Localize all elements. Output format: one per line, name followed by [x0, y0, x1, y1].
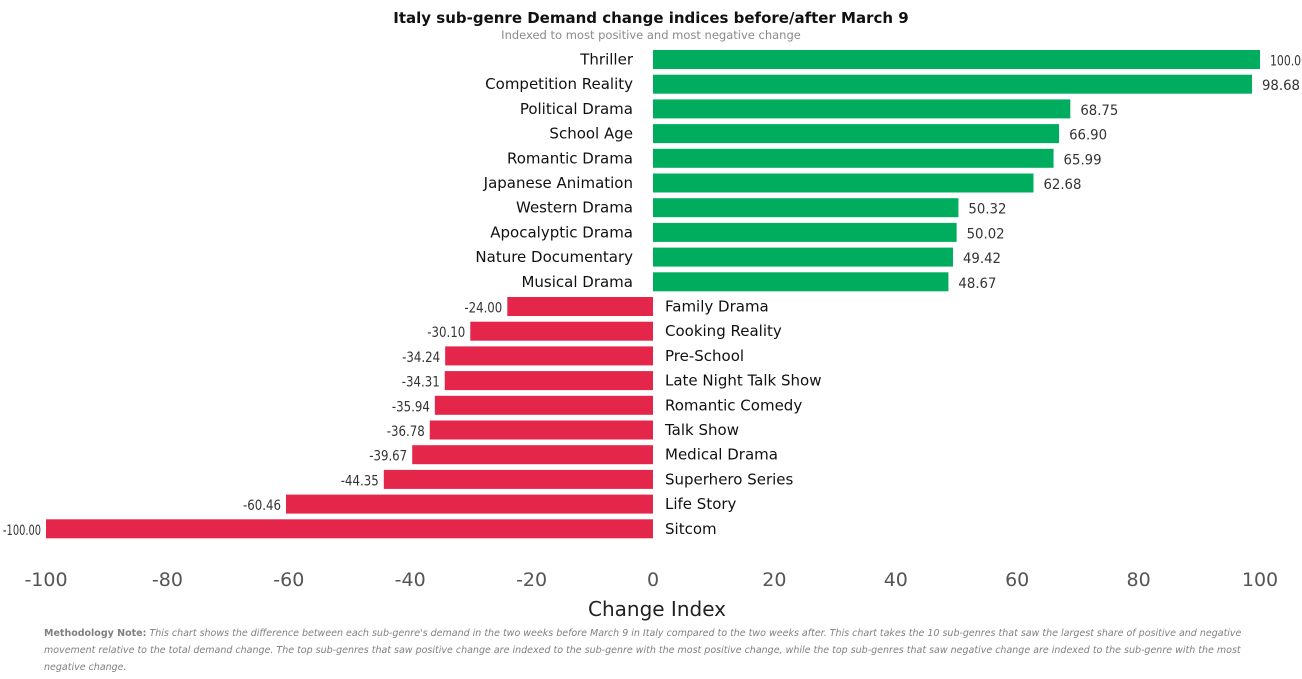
value-label-10: 48.67: [958, 276, 996, 292]
category-label-20: Sitcom: [665, 520, 717, 538]
methodology-note-label: Methodology Note:: [44, 628, 147, 639]
value-label-3: 68.75: [1080, 103, 1118, 119]
bar-11: [507, 297, 653, 316]
category-label-11: Family Drama: [665, 298, 769, 316]
x-tick-label-2: -80: [152, 569, 183, 591]
bar-19: [286, 494, 653, 514]
bar-10: [653, 272, 949, 292]
chart-title: Italy sub-genre Demand change indices be…: [393, 9, 909, 27]
bar-13: [445, 346, 653, 366]
bar-2: [653, 74, 1252, 94]
x-tick-label-9: 60: [1005, 569, 1029, 591]
x-tick-label-3: -60: [273, 569, 304, 591]
bar-20: [46, 519, 653, 539]
x-axis-label: Change Index: [588, 597, 726, 621]
value-label-16: -36.78: [387, 424, 425, 440]
category-label-5: Romantic Drama: [507, 149, 633, 167]
category-label-3: Political Drama: [520, 100, 633, 118]
bar-16: [429, 420, 653, 440]
value-label-6: 62.68: [1043, 177, 1081, 193]
methodology-note-text: This chart shows the difference between …: [44, 628, 1242, 673]
bar-chart: Thriller 100.00 Competition Reality 98.68 Po…: [3, 50, 1302, 621]
category-label-18: Superhero Series: [665, 470, 794, 488]
value-label-8: 50.02: [967, 226, 1005, 242]
value-label-15: -35.94: [392, 399, 430, 415]
x-tick-label-11: 100: [1242, 569, 1278, 591]
category-label-1: Thriller: [579, 51, 634, 69]
category-label-10: Musical Drama: [521, 273, 633, 291]
value-label-20: -100.00: [3, 523, 41, 539]
category-label-17: Medical Drama: [665, 446, 778, 464]
methodology-note: Methodology Note: This chart shows the d…: [44, 625, 1269, 676]
bar-17: [412, 445, 653, 465]
bar-6: [653, 173, 1034, 193]
category-label-14: Late Night Talk Show: [665, 372, 821, 390]
bar-5: [653, 148, 1054, 168]
bar-4: [653, 124, 1060, 144]
bar-7: [653, 198, 959, 218]
value-label-1: 100.00: [1270, 54, 1302, 70]
category-label-15: Romantic Comedy: [665, 396, 802, 414]
x-tick-label-4: -40: [395, 569, 426, 591]
chart-subtitle: Indexed to most positive and most negati…: [501, 28, 801, 42]
value-label-9: 49.42: [963, 251, 1001, 267]
value-label-5: 65.99: [1064, 152, 1102, 168]
x-tick-label-10: 80: [1127, 569, 1151, 591]
category-label-7: Western Drama: [516, 199, 633, 217]
category-label-8: Apocalyptic Drama: [490, 223, 633, 241]
bar-15: [434, 395, 653, 415]
bar-12: [470, 321, 653, 341]
category-label-6: Japanese Animation: [483, 174, 633, 192]
value-label-2: 98.68: [1262, 78, 1300, 94]
category-label-9: Nature Documentary: [475, 248, 633, 266]
category-label-12: Cooking Reality: [665, 322, 782, 340]
x-tick-label-5: -20: [516, 569, 547, 591]
x-tick-label-1: -100: [24, 569, 67, 591]
value-label-17: -39.67: [369, 449, 407, 465]
category-label-4: School Age: [549, 125, 633, 143]
category-label-19: Life Story: [665, 495, 737, 513]
value-label-11: -24.00: [464, 301, 502, 317]
bar-3: [653, 99, 1071, 119]
value-label-13: -34.24: [402, 350, 440, 366]
value-label-4: 66.90: [1069, 128, 1107, 144]
value-label-12: -30.10: [427, 325, 465, 341]
bar-9: [653, 247, 953, 267]
category-label-16: Talk Show: [664, 421, 739, 439]
category-label-2: Competition Reality: [485, 75, 633, 93]
bar-18: [383, 469, 653, 489]
value-label-7: 50.32: [968, 202, 1006, 218]
bar-8: [653, 222, 957, 242]
x-tick-label-6: 0: [647, 569, 659, 591]
value-label-19: -60.46: [243, 498, 281, 514]
bar-14: [444, 371, 653, 391]
x-tick-label-7: 20: [762, 569, 786, 591]
bar-1: [653, 50, 1260, 69]
value-label-18: -44.35: [341, 473, 379, 489]
value-label-14: -34.31: [402, 375, 440, 391]
x-tick-label-8: 40: [884, 569, 908, 591]
category-label-13: Pre-School: [665, 347, 744, 365]
